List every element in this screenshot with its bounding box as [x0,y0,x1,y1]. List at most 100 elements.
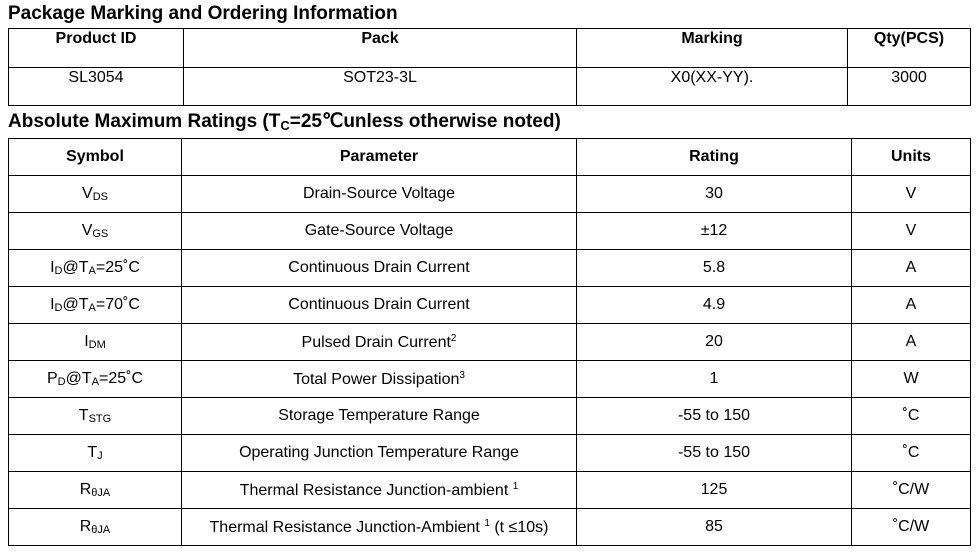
rating-cell: 1 [576,360,852,398]
parameter-text: Continuous Drain Current [288,259,470,276]
symbol-subscript-2: A [88,265,96,277]
header-parameter: Parameter [181,138,577,176]
units-cell: ˚C [851,434,971,472]
parameter-cell: Drain-Source Voltage [181,175,577,213]
ratings-row: ID@TA=70˚C Continuous Drain Current 4.9 A [8,286,971,324]
symbol-cell: TSTG [8,397,182,435]
marking-cell: X0(XX-YY). [576,67,848,106]
rating-cell: -55 to 150 [576,397,852,435]
units-cell: ˚C/W [851,471,971,509]
symbol-cell: ID@TA=70˚C [8,286,182,324]
units-cell: A [851,249,971,287]
units-cell: W [851,360,971,398]
parameter-text: Pulsed Drain Current [301,333,451,351]
symbol-main: I [84,333,89,350]
parameter-text: Operating Junction Temperature Range [239,444,519,461]
parameter-cell: Thermal Resistance Junction-ambient 1 [181,471,577,509]
header-rating: Rating [576,138,852,176]
rating-cell: 4.9 [576,286,852,324]
parameter-note-ref: 2 [450,332,457,344]
units-cell: A [851,286,971,324]
rating-cell: 85 [576,508,852,546]
units-cell: A [851,323,971,361]
parameter-cell: Thermal Resistance Junction-Ambient 1 (t… [181,508,577,546]
ratings-title-post: =25℃unless otherwise noted) [289,111,561,132]
symbol-subscript-2: A [88,302,96,314]
ordering-header-row: Product ID Pack Marking Qty(PCS) [8,28,971,68]
header-qty: Qty(PCS) [847,28,971,68]
parameter-text: Drain-Source Voltage [302,185,456,202]
parameter-note-ref: 3 [459,369,465,381]
parameter-cell: Gate-Source Voltage [181,212,577,250]
product-id-cell: SL3054 [8,67,184,106]
parameter-cell: Continuous Drain Current [181,249,577,287]
parameter-text: Continuous Drain Current [288,296,470,313]
parameter-condition: (t ≤10s) [489,518,549,536]
parameter-text: Thermal Resistance Junction-ambient [239,481,513,499]
symbol-tail-2: =25˚C [98,370,143,387]
parameter-text: Gate-Source Voltage [304,222,454,239]
units-cell: V [851,212,971,250]
ratings-title-sub: C [280,118,290,133]
symbol-subscript-2: A [91,376,99,388]
symbol-subscript: GS [92,228,109,240]
ratings-row: TJ Operating Junction Temperature Range -5… [8,434,971,472]
rating-cell: ±12 [576,212,852,250]
rating-cell: 20 [576,323,852,361]
symbol-main: V [81,222,93,239]
header-pack: Pack [183,28,577,68]
rating-cell: -55 to 150 [576,434,852,472]
symbol-cell: RθJA [8,508,182,546]
ratings-row: VDS Drain-Source Voltage 30 V [8,175,971,213]
symbol-cell: VGS [8,212,182,250]
ratings-header-row: Symbol Parameter Rating Units [8,138,971,176]
symbol-cell: VDS [8,175,182,213]
symbol-subscript: D [54,302,63,314]
ratings-row: VGS Gate-Source Voltage ±12 V [8,212,971,250]
symbol-subscript: STG [88,413,112,425]
symbol-cell: IDM [8,323,182,361]
symbol-subscript: θJA [91,487,111,499]
ratings-row: PD@TA=25˚C Total Power Dissipation3 1 W [8,360,971,398]
symbol-main: I [50,259,55,276]
parameter-note-ref: 1 [484,517,490,529]
symbol-cell: RθJA [8,471,182,509]
symbol-tail: @T [62,296,89,313]
units-cell: ˚C [851,397,971,435]
header-marking: Marking [576,28,848,68]
symbol-main: T [87,444,98,461]
parameter-cell: Operating Junction Temperature Range [181,434,577,472]
ratings-row: RθJA Thermal Resistance Junction-Ambient … [8,508,971,546]
symbol-main: R [79,481,92,498]
ordering-table: Product ID Pack Marking Qty(PCS) SL3054 … [8,28,971,106]
symbol-subscript: J [97,450,103,462]
symbol-subscript: DS [92,191,108,203]
ratings-row: RθJA Thermal Resistance Junction-ambient … [8,471,971,509]
header-product-id: Product ID [8,28,184,68]
symbol-cell: TJ [8,434,182,472]
ratings-row: ID@TA=25˚C Continuous Drain Current 5.8 A [8,249,971,287]
parameter-text: Storage Temperature Range [278,407,480,424]
ratings-section-title: Absolute Maximum Ratings (TC=25℃unless o… [8,111,561,137]
ratings-title-pre: Absolute Maximum Ratings (T [8,111,281,132]
ratings-row: IDM Pulsed Drain Current2 20 A [8,323,971,361]
symbol-subscript: θJA [91,524,111,536]
parameter-note-ref: 1 [512,480,519,492]
rating-cell: 5.8 [576,249,852,287]
symbol-main: P [46,370,58,387]
symbol-main: T [78,407,89,424]
symbol-main: I [50,296,55,313]
parameter-text: Total Power Dissipation [293,370,460,388]
parameter-text: Thermal Resistance Junction-Ambient [209,518,485,536]
symbol-cell: ID@TA=25˚C [8,249,182,287]
ratings-table: Symbol Parameter Rating Units VDS Drain-S… [8,138,971,546]
symbol-tail-2: =25˚C [95,259,140,276]
symbol-subscript: D [57,376,66,388]
pack-cell: SOT23-3L [183,67,577,106]
symbol-main: V [82,185,93,202]
qty-cell: 3000 [847,67,971,106]
units-cell: V [851,175,971,213]
parameter-cell: Pulsed Drain Current2 [181,323,577,361]
symbol-subscript: D [54,265,63,277]
units-cell: ˚C/W [851,508,971,546]
